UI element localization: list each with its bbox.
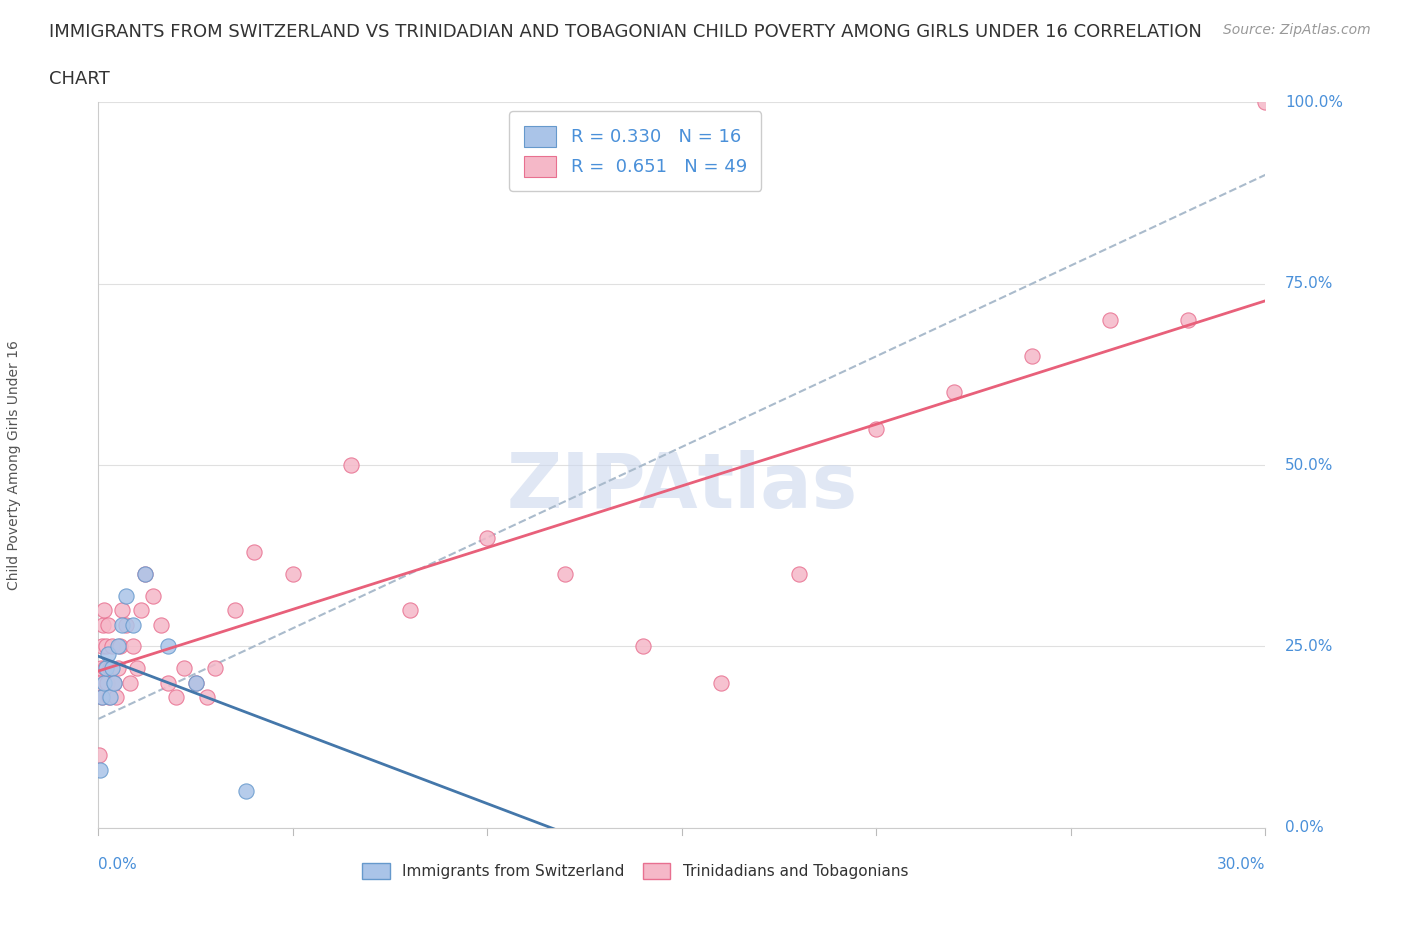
Point <box>122 639 145 654</box>
Point <box>235 784 257 799</box>
Text: Source: ZipAtlas.com: Source: ZipAtlas.com <box>1223 23 1371 37</box>
Legend: Immigrants from Switzerland, Trinidadians and Tobagonians: Immigrants from Switzerland, Trinidadian… <box>356 857 914 885</box>
Point <box>101 660 124 675</box>
Point <box>111 603 134 618</box>
Text: 50.0%: 50.0% <box>1285 458 1333 472</box>
Point <box>104 690 127 705</box>
Point <box>1177 312 1199 327</box>
Point <box>96 639 118 654</box>
Point <box>98 660 121 675</box>
Point <box>204 660 226 675</box>
Point <box>943 385 966 400</box>
Point <box>134 566 156 581</box>
Point <box>89 748 111 763</box>
Point <box>281 566 304 581</box>
Text: Child Poverty Among Girls Under 16: Child Poverty Among Girls Under 16 <box>7 340 21 590</box>
Point <box>96 660 118 675</box>
Point <box>554 566 576 581</box>
Point <box>122 618 145 632</box>
Point <box>91 618 114 632</box>
Point <box>96 675 118 690</box>
Point <box>103 675 125 690</box>
Point <box>224 603 246 618</box>
Point <box>98 690 121 705</box>
Point <box>91 639 114 654</box>
Point <box>1021 349 1043 364</box>
Point <box>111 618 134 632</box>
Point <box>107 660 129 675</box>
Point <box>142 588 165 603</box>
Text: IMMIGRANTS FROM SWITZERLAND VS TRINIDADIAN AND TOBAGONIAN CHILD POVERTY AMONG GI: IMMIGRANTS FROM SWITZERLAND VS TRINIDADI… <box>49 23 1202 41</box>
Point <box>98 690 121 705</box>
Point <box>90 690 112 705</box>
Point <box>91 690 114 705</box>
Text: CHART: CHART <box>49 70 110 87</box>
Point <box>398 603 420 618</box>
Text: 25.0%: 25.0% <box>1285 639 1333 654</box>
Point <box>103 675 125 690</box>
Point <box>1254 95 1277 110</box>
Point <box>89 763 111 777</box>
Point <box>97 618 120 632</box>
Text: 30.0%: 30.0% <box>1218 857 1265 871</box>
Text: ZIPAtlas: ZIPAtlas <box>506 450 858 524</box>
Point <box>89 675 111 690</box>
Point <box>477 530 499 545</box>
Point <box>195 690 218 705</box>
Point <box>101 639 124 654</box>
Point <box>93 675 115 690</box>
Point <box>631 639 654 654</box>
Point <box>710 675 733 690</box>
Point <box>165 690 187 705</box>
Text: 75.0%: 75.0% <box>1285 276 1333 291</box>
Point <box>114 588 136 603</box>
Point <box>90 660 112 675</box>
Point <box>149 618 172 632</box>
Point <box>787 566 810 581</box>
Point <box>97 646 120 661</box>
Text: 100.0%: 100.0% <box>1285 95 1343 110</box>
Point <box>1098 312 1121 327</box>
Point <box>114 618 136 632</box>
Point <box>118 675 141 690</box>
Text: 0.0%: 0.0% <box>1285 820 1323 835</box>
Point <box>184 675 207 690</box>
Point <box>107 639 129 654</box>
Point <box>134 566 156 581</box>
Text: 0.0%: 0.0% <box>98 857 138 871</box>
Point <box>108 639 131 654</box>
Point <box>157 639 180 654</box>
Point <box>340 458 363 472</box>
Point <box>865 421 887 436</box>
Point <box>129 603 152 618</box>
Point <box>173 660 195 675</box>
Point <box>157 675 180 690</box>
Point <box>94 660 117 675</box>
Point <box>127 660 149 675</box>
Point <box>93 603 115 618</box>
Point <box>184 675 207 690</box>
Point <box>243 545 266 560</box>
